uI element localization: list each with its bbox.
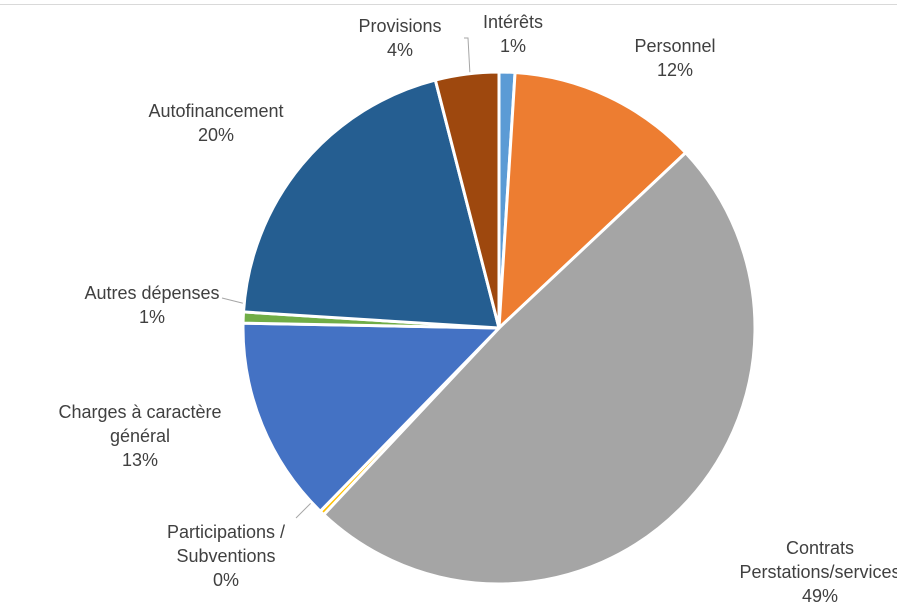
slice-percent: 12% bbox=[656, 60, 694, 80]
slice-name-line: Contrats bbox=[785, 538, 855, 558]
pie-slice-4 bbox=[241, 321, 501, 513]
slice-percent: 13% bbox=[121, 450, 159, 470]
pie-slice-7 bbox=[433, 70, 501, 330]
slice-percent: 1% bbox=[138, 307, 165, 327]
slice-percent: 20% bbox=[197, 125, 235, 145]
slice-name-line: Perstations/services bbox=[739, 562, 897, 582]
leader-line-0 bbox=[464, 37, 471, 76]
slice-label-2: Contrats Perstations/services 49% bbox=[739, 536, 897, 608]
slice-name-line: Participations / bbox=[166, 522, 286, 542]
slice-name-line: Charges à caractère bbox=[58, 402, 222, 422]
slice-label-1: Personnel 12% bbox=[634, 34, 715, 82]
slice-name-line: général bbox=[109, 426, 171, 446]
slice-name-line: Autofinancement bbox=[148, 101, 284, 121]
slice-label-4: Charges à caractère général 13% bbox=[58, 400, 221, 472]
slice-name-line: Subventions bbox=[176, 546, 276, 566]
slice-name-line: Autres dépenses bbox=[84, 283, 220, 303]
slice-name-line: Personnel bbox=[634, 36, 716, 56]
slice-percent: 49% bbox=[801, 586, 839, 606]
slice-percent: 1% bbox=[499, 36, 526, 56]
leader-line-3 bbox=[295, 502, 312, 519]
slice-percent: 0% bbox=[212, 570, 239, 590]
slice-label-6: Autofinancement 20% bbox=[148, 99, 283, 147]
pie-slice-6 bbox=[242, 78, 501, 330]
slice-label-0: Intérêts 1% bbox=[483, 10, 543, 58]
pie-slice-2 bbox=[322, 151, 757, 586]
slice-label-5: Autres dépenses 1% bbox=[84, 281, 219, 329]
slice-label-7: Provisions 4% bbox=[358, 14, 441, 62]
slice-name-line: Provisions bbox=[358, 16, 442, 36]
top-border-line bbox=[0, 4, 897, 5]
pie-slice-1 bbox=[497, 71, 688, 330]
slice-name-line: Intérêts bbox=[482, 12, 544, 32]
slice-label-3: Participations / Subventions 0% bbox=[167, 520, 285, 592]
slice-percent: 4% bbox=[386, 40, 413, 60]
leader-line-5 bbox=[221, 297, 247, 305]
